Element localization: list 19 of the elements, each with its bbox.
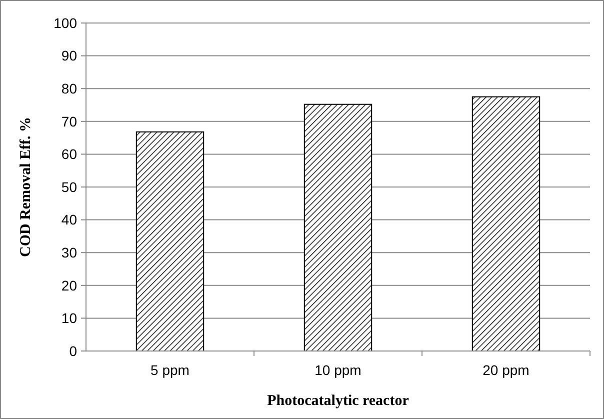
y-tick-label: 100 (54, 14, 78, 31)
y-tick-label: 0 (69, 342, 78, 359)
y-tick-label: 70 (61, 113, 78, 130)
y-tick-label: 50 (61, 178, 78, 195)
y-tick-label: 40 (61, 212, 78, 228)
x-axis-title: Photocatalytic reactor (267, 393, 410, 409)
y-tick-label: 30 (61, 244, 78, 260)
y-axis-title: COD Removal Eff. % (18, 117, 34, 257)
y-tick-label: 20 (61, 277, 78, 294)
y-tick-label: 90 (61, 48, 78, 64)
bar (136, 131, 204, 352)
x-tick-label: 20 ppm (482, 362, 530, 378)
y-tick-label: 10 (61, 310, 78, 326)
y-tick-label: 80 (61, 80, 78, 96)
x-tick-label: 10 ppm (314, 362, 362, 378)
y-tick-label: 60 (61, 146, 78, 162)
bar (472, 96, 540, 352)
x-tick-label: 5 ppm (150, 362, 190, 378)
bar (304, 104, 372, 352)
